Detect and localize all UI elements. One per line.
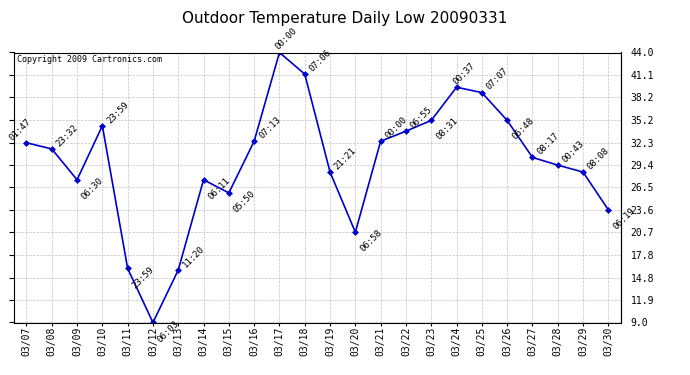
Text: 06:58: 06:58 (358, 228, 384, 254)
Text: 07:06: 07:06 (308, 48, 333, 74)
Text: 06:03: 06:03 (156, 319, 181, 344)
Text: 01:47: 01:47 (7, 117, 32, 142)
Text: 07:07: 07:07 (484, 66, 510, 92)
Text: 00:00: 00:00 (384, 115, 408, 140)
Text: 00:43: 00:43 (560, 139, 586, 164)
Text: 00:37: 00:37 (451, 61, 476, 86)
Text: 23:32: 23:32 (55, 123, 80, 148)
Text: Copyright 2009 Cartronics.com: Copyright 2009 Cartronics.com (17, 55, 162, 64)
Text: 21:21: 21:21 (333, 146, 358, 171)
Text: 08:08: 08:08 (586, 146, 611, 171)
Text: 08:31: 08:31 (434, 117, 460, 142)
Text: 06:30: 06:30 (80, 176, 105, 201)
Text: 11:20: 11:20 (181, 244, 206, 269)
Text: Outdoor Temperature Daily Low 20090331: Outdoor Temperature Daily Low 20090331 (182, 11, 508, 26)
Text: 05:50: 05:50 (232, 189, 257, 214)
Text: 00:00: 00:00 (274, 26, 299, 52)
Text: 08:17: 08:17 (535, 131, 560, 157)
Text: 06:55: 06:55 (408, 105, 434, 130)
Text: 07:13: 07:13 (257, 115, 282, 140)
Text: 06:19: 06:19 (611, 206, 636, 231)
Text: 23:59: 23:59 (105, 100, 130, 125)
Text: 23:59: 23:59 (130, 265, 156, 290)
Text: 06:48: 06:48 (510, 117, 535, 142)
Text: 06:11: 06:11 (206, 176, 232, 201)
